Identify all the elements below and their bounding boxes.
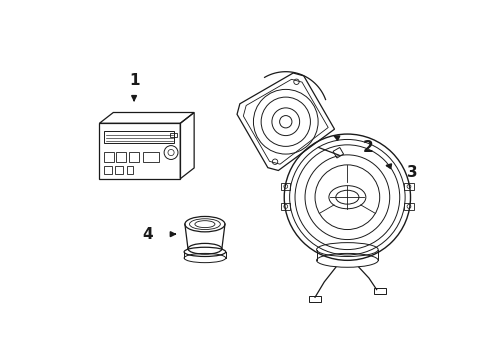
Bar <box>99 123 180 179</box>
Text: 3: 3 <box>408 165 418 180</box>
Text: 1: 1 <box>129 73 139 87</box>
Bar <box>129 152 139 162</box>
Bar <box>143 152 159 162</box>
Bar <box>170 133 177 137</box>
Bar <box>281 203 291 210</box>
Bar <box>115 166 122 174</box>
Bar <box>404 183 414 190</box>
Text: 4: 4 <box>143 227 153 242</box>
Text: 2: 2 <box>363 140 373 156</box>
Bar <box>104 152 114 162</box>
Bar <box>104 131 174 143</box>
Bar <box>117 152 126 162</box>
Bar <box>281 183 291 190</box>
Bar <box>404 203 414 210</box>
Bar <box>373 288 386 294</box>
Bar <box>127 166 132 174</box>
Bar <box>309 296 321 302</box>
Bar <box>104 166 112 174</box>
